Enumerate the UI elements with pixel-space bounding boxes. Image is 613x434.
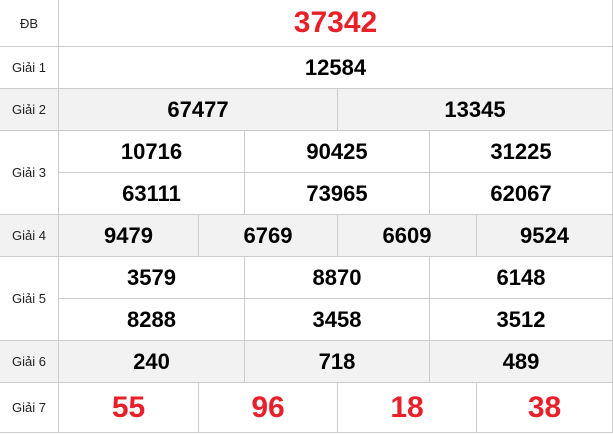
prize-3-number: 73965 — [245, 173, 430, 215]
prize-label-special: ĐB — [0, 0, 59, 47]
prize-label-2: Giải 2 — [0, 89, 59, 131]
prize-6-number: 240 — [59, 341, 245, 383]
prize-label-3: Giải 3 — [0, 131, 59, 215]
prize-7-number: 18 — [338, 383, 477, 433]
prize-label-4: Giải 4 — [0, 215, 59, 257]
prize-label-6: Giải 6 — [0, 341, 59, 383]
prize-3-number: 62067 — [430, 173, 613, 215]
prize-4-number: 6609 — [338, 215, 477, 257]
prize-2-number: 13345 — [338, 89, 613, 131]
prize-5-number: 3579 — [59, 257, 245, 299]
prize-4-number: 9524 — [477, 215, 613, 257]
prize-3-number: 31225 — [430, 131, 613, 173]
prize-4-number: 6769 — [199, 215, 338, 257]
prize-4-number: 9479 — [59, 215, 199, 257]
prize-label-1: Giải 1 — [0, 47, 59, 89]
prize-5-number: 8288 — [59, 299, 245, 341]
prize-3-number: 10716 — [59, 131, 245, 173]
prize-5-number: 8870 — [245, 257, 430, 299]
prize-3-number: 63111 — [59, 173, 245, 215]
prize-label-7: Giải 7 — [0, 383, 59, 433]
prize-7-number: 55 — [59, 383, 199, 433]
prize-5-number: 3512 — [430, 299, 613, 341]
prize-6-number: 718 — [245, 341, 430, 383]
prize-5-number: 6148 — [430, 257, 613, 299]
prize-3-number: 90425 — [245, 131, 430, 173]
prize-7-number: 38 — [477, 383, 613, 433]
prize-6-number: 489 — [430, 341, 613, 383]
prize-2-number: 67477 — [59, 89, 338, 131]
prize-7-number: 96 — [199, 383, 338, 433]
special-prize-number: 37342 — [59, 0, 613, 47]
prize-label-5: Giải 5 — [0, 257, 59, 341]
prize-5-number: 3458 — [245, 299, 430, 341]
prize-1-number: 12584 — [59, 47, 613, 89]
